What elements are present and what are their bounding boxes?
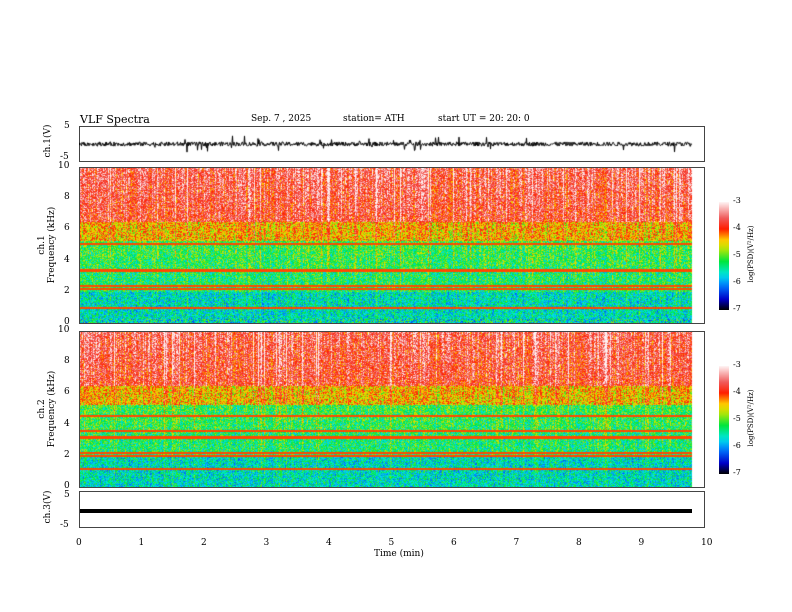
ch2-freq-label: Frequency (kHz) xyxy=(47,370,57,448)
x-tick-label: 2 xyxy=(201,538,207,548)
colorbar-tick-label: -3 xyxy=(733,360,741,369)
x-tick-label: 9 xyxy=(638,538,645,548)
ch3-ytick: -5 xyxy=(60,520,69,530)
ch2-spectrogram xyxy=(79,331,705,487)
ch3-waveform-line xyxy=(80,509,692,513)
ch3-ytick: 5 xyxy=(64,490,70,500)
ch2-spec-label: ch.2 xyxy=(37,399,47,419)
colorbar-tick-label: -7 xyxy=(733,304,741,313)
freq-tick-label: 6 xyxy=(64,387,70,398)
x-tick-label: 5 xyxy=(388,538,395,548)
colorbar-tick-label: -4 xyxy=(733,387,741,396)
ch1-waveform-line xyxy=(79,126,705,162)
ch3-ylabel: ch.3(V) xyxy=(43,490,53,524)
ch2-spectrogram-frame xyxy=(79,331,705,488)
ch3-waveform-panel xyxy=(79,491,705,528)
colorbar-tick-label: -5 xyxy=(733,414,741,423)
ch1-freq-label: Frequency (kHz) xyxy=(47,206,57,284)
freq-tick-label: 4 xyxy=(64,418,70,429)
x-tick-label: 0 xyxy=(76,538,82,548)
freq-tick-label: 4 xyxy=(64,254,70,265)
x-axis-label: Time (min) xyxy=(374,549,424,559)
ch1-spectrogram-frame xyxy=(79,167,705,324)
ch1-spectrogram xyxy=(79,167,705,323)
ch1-ylabel: ch.1(V) xyxy=(43,124,53,158)
colorbar-tick-label: -6 xyxy=(733,441,741,450)
ch1-ytick: -5 xyxy=(60,152,69,162)
ch1-spec-label: ch.1 xyxy=(37,235,47,255)
colorbar-label: log(PSD)(V²/Hz) xyxy=(747,225,755,283)
ch1-colorbar xyxy=(719,202,729,310)
freq-tick-label: 6 xyxy=(64,223,70,234)
x-tick-label: 7 xyxy=(513,538,520,548)
freq-tick-label: 8 xyxy=(64,356,70,367)
freq-tick-label: 8 xyxy=(64,192,70,203)
freq-tick-label: 0 xyxy=(64,481,70,491)
x-tick-label: 3 xyxy=(263,538,270,548)
colorbar-tick-label: -4 xyxy=(733,223,741,232)
freq-tick-label: 10 xyxy=(58,161,70,171)
colorbar-tick-label: -3 xyxy=(733,196,741,205)
start-time-label: start UT = 20: 20: 0 xyxy=(438,114,530,124)
colorbar-tick-label: -7 xyxy=(733,468,741,477)
x-tick-label: 8 xyxy=(576,538,582,548)
colorbar-tick-label: -5 xyxy=(733,250,741,259)
station-label: station= ATH xyxy=(343,114,405,124)
x-tick-label: 1 xyxy=(138,538,145,548)
x-tick-label: 10 xyxy=(701,538,713,548)
ch1-ytick: 5 xyxy=(64,121,70,131)
ch2-colorbar xyxy=(719,366,729,474)
freq-tick-label: 0 xyxy=(64,317,70,327)
freq-tick-label: 10 xyxy=(58,325,70,335)
colorbar-tick-label: -6 xyxy=(733,277,741,286)
x-tick-label: 4 xyxy=(326,538,332,548)
date-label: Sep. 7 , 2025 xyxy=(251,114,312,124)
figure-title: VLF Spectra xyxy=(80,113,150,126)
freq-tick-label: 2 xyxy=(64,449,70,460)
colorbar-label: log(PSD)(V²/Hz) xyxy=(747,389,755,447)
freq-tick-label: 2 xyxy=(64,285,70,296)
x-tick-label: 6 xyxy=(451,538,457,548)
